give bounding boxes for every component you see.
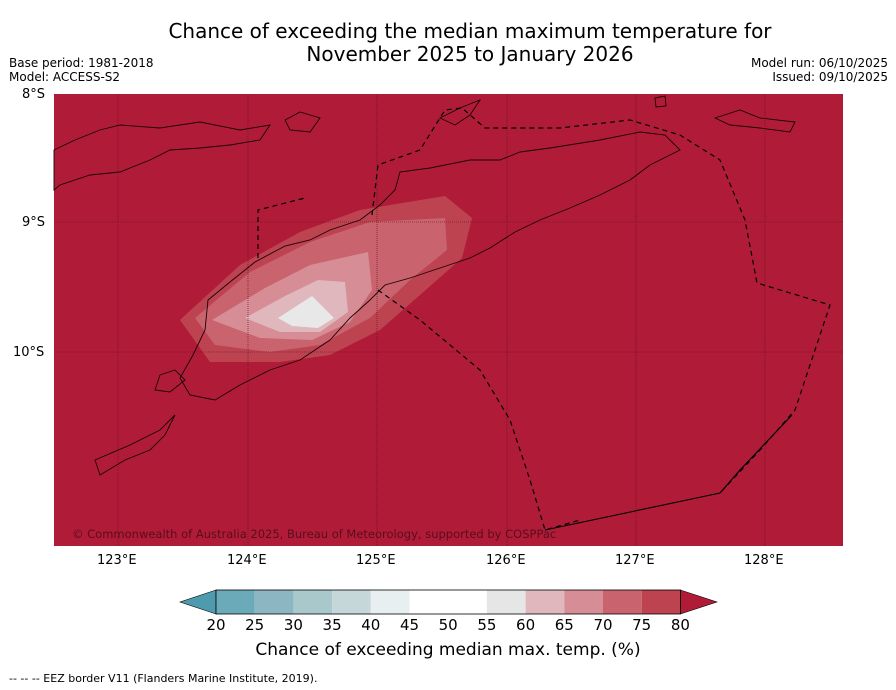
copyright-text: © Commonwealth of Australia 2025, Bureau… — [72, 527, 557, 541]
colorbar-tick-label: 30 — [284, 616, 303, 634]
colorbar-under-arrow — [179, 589, 217, 615]
colorbar-tick-label: 20 — [206, 616, 225, 634]
colorbar-swatch — [370, 590, 410, 614]
alor-coast — [284, 111, 321, 133]
probability-contours — [180, 196, 472, 362]
base-period: Base period: 1981-2018 — [9, 56, 154, 70]
colorbar-tick-label: 55 — [477, 616, 496, 634]
title-line-1: Chance of exceeding the median maximum t… — [168, 19, 772, 43]
lat-label-10s: 10°S — [13, 345, 45, 360]
coastlines — [53, 95, 796, 476]
lon-label-125e: 125°E — [356, 553, 396, 568]
lon-label-124e: 124°E — [227, 553, 267, 568]
colorbar-tick-label: 70 — [593, 616, 612, 634]
colorbar-swatch — [525, 590, 565, 614]
lon-label-126e: 126°E — [486, 553, 526, 568]
lon-label-123e: 123°E — [97, 553, 137, 568]
colorbar-tick-label: 65 — [555, 616, 574, 634]
colorbar-tick-label: 50 — [439, 616, 458, 634]
colorbar-swatch — [603, 590, 642, 614]
eez-border-west — [257, 197, 306, 258]
timor-coast — [179, 131, 681, 401]
rote-coast — [154, 369, 186, 393]
colorbar-frame — [215, 589, 681, 615]
lon-label-127e: 127°E — [615, 553, 655, 568]
colorbar-tick-label: 35 — [323, 616, 342, 634]
colorbar-swatch — [564, 590, 603, 614]
meta-left: Base period: 1981-2018 Model: ACCESS-S2 — [9, 56, 154, 84]
colorbar-ticks: 20 25 30 35 40 45 50 55 60 65 70 75 80 — [206, 616, 689, 634]
colorbar-over-arrow — [680, 589, 718, 615]
colorbar-swatch — [486, 590, 526, 614]
lon-label-128e: 128°E — [744, 553, 784, 568]
model-name: Model: ACCESS-S2 — [9, 70, 121, 84]
colorbar-swatches — [179, 589, 718, 615]
kisar-coast — [654, 95, 667, 108]
colorbar-swatch — [332, 590, 371, 614]
tanimbar-coast — [713, 109, 796, 133]
colorbar-swatch — [216, 590, 255, 614]
colorbar-swatch — [409, 590, 449, 614]
flores-coast — [53, 121, 271, 191]
colorbar-tick-label: 25 — [245, 616, 264, 634]
eez-solid-border — [544, 414, 793, 531]
lat-label-9s: 9°S — [22, 215, 46, 230]
colorbar-label: Chance of exceeding median max. temp. (%… — [255, 640, 641, 660]
map-title: Chance of exceeding the median maximum t… — [0, 20, 896, 66]
graticule — [54, 94, 843, 546]
colorbar: 20 25 30 35 40 45 50 55 60 65 70 75 80 — [179, 589, 718, 634]
model-run: Model run: 06/10/2025 — [750, 56, 888, 70]
lat-label-8s: 8°S — [22, 87, 46, 102]
colorbar-swatch — [448, 590, 487, 614]
sawu-coast — [94, 414, 176, 476]
colorbar-swatch — [254, 590, 294, 614]
contour-55 — [278, 296, 334, 328]
meta-right: Model run: 06/10/2025 Issued: 09/10/2025 — [751, 56, 888, 84]
eez-borders — [257, 107, 831, 531]
colorbar-tick-label: 75 — [632, 616, 651, 634]
sea-background — [54, 94, 843, 546]
colorbar-tick-label: 45 — [400, 616, 419, 634]
eez-border-central — [371, 107, 831, 494]
title-line-2: November 2025 to January 2026 — [306, 42, 634, 66]
wetar-coast — [438, 99, 482, 126]
colorbar-swatch — [293, 590, 333, 614]
colorbar-tick-label: 60 — [516, 616, 535, 634]
colorbar-tick-label: 80 — [671, 616, 690, 634]
colorbar-tick-label: 40 — [361, 616, 380, 634]
issued-date: Issued: 09/10/2025 — [772, 70, 888, 84]
eez-footnote: -- -- -- EEZ border V11 (Flanders Marine… — [9, 672, 318, 685]
colorbar-swatch — [641, 590, 681, 614]
